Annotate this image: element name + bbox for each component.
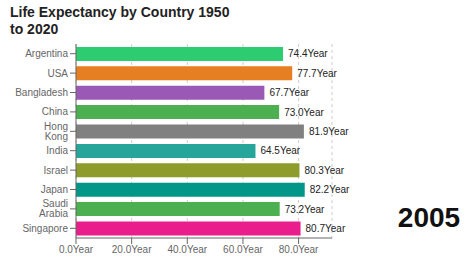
html-text:to 2020: to 2020 — [10, 21, 59, 37]
svg-text:India: India — [46, 145, 68, 156]
svg-text:Japan: Japan — [41, 184, 68, 195]
svg-text:Argentina: Argentina — [25, 48, 68, 59]
svg-text:Singapore: Singapore — [22, 223, 68, 234]
svg-text:Israel: Israel — [44, 165, 68, 176]
svg-text:77.7Year: 77.7Year — [297, 68, 337, 79]
svg-text:74.4Year: 74.4Year — [288, 48, 328, 59]
svg-text:China: China — [42, 106, 69, 117]
svg-text:80.3Year: 80.3Year — [304, 165, 344, 176]
svg-text:80.0Year: 80.0Year — [279, 244, 319, 255]
svg-text:0.0Year: 0.0Year — [59, 244, 94, 255]
svg-text:40.0Year: 40.0Year — [167, 244, 207, 255]
svg-text:Bangladesh: Bangladesh — [15, 87, 68, 98]
svg-text:81.9Year: 81.9Year — [309, 126, 349, 137]
svg-text:73.0Year: 73.0Year — [284, 107, 324, 118]
html-text:Life Expectancy by Country 195: Life Expectancy by Country 1950 — [10, 4, 230, 20]
svg-text:20.0Year: 20.0Year — [112, 244, 152, 255]
svg-text:64.5Year: 64.5Year — [260, 145, 300, 156]
svg-text:60.0Year: 60.0Year — [223, 244, 263, 255]
svg-text:SaudiArabia: SaudiArabia — [39, 198, 68, 219]
svg-text:82.2Year: 82.2Year — [310, 184, 350, 195]
svg-text:67.7Year: 67.7Year — [269, 87, 309, 98]
svg-text:HongKong: HongKong — [44, 121, 68, 142]
html-text:2005: 2005 — [397, 202, 461, 233]
svg-text:73.2Year: 73.2Year — [285, 204, 325, 215]
svg-text:USA: USA — [47, 68, 68, 79]
svg-text:80.7Year: 80.7Year — [306, 223, 346, 234]
